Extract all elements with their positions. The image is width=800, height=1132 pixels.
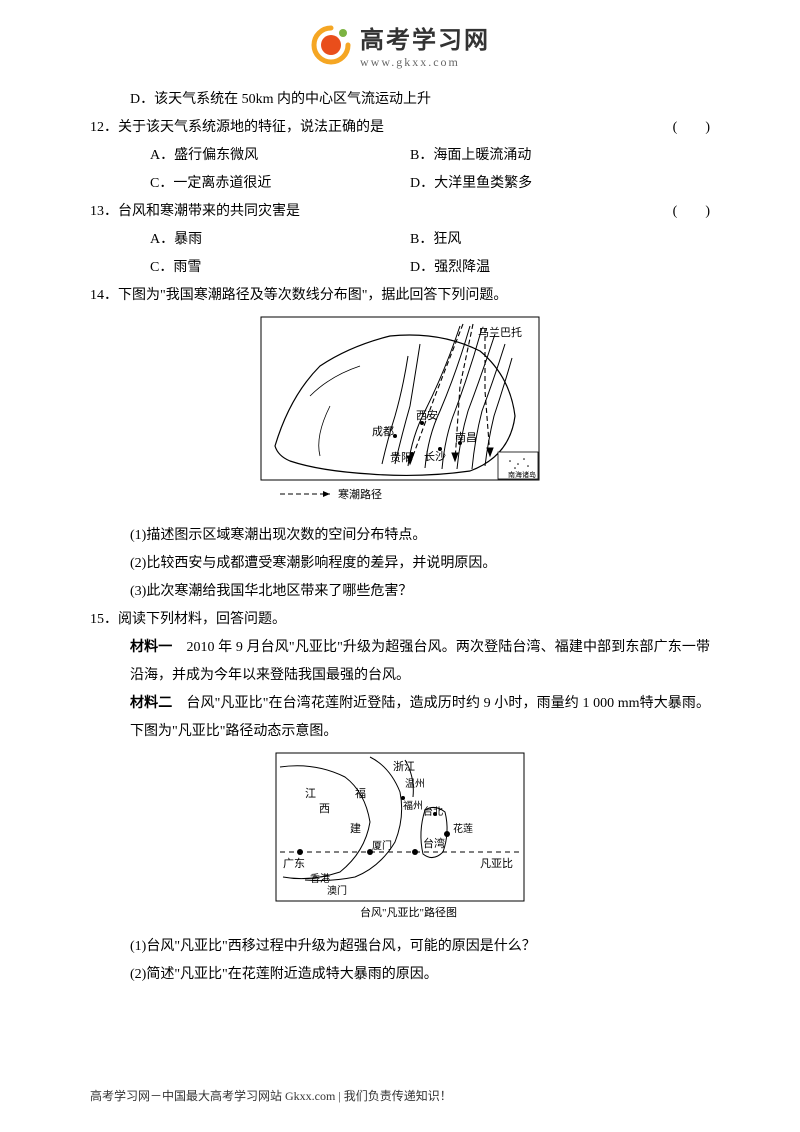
q13-c: C．雨雪 bbox=[150, 254, 410, 282]
q12-stem-text: 12．关于该天气系统源地的特征，说法正确的是 bbox=[90, 120, 384, 135]
label-legend: 寒潮路径 bbox=[338, 487, 382, 501]
q12-stem: 12．关于该天气系统源地的特征，说法正确的是 ( ) bbox=[90, 114, 710, 142]
l-taiwan: 台湾 bbox=[423, 836, 445, 850]
q15-s1: (1)台风"凡亚比"西移过程中升级为超强台风，可能的原因是什么？ bbox=[130, 933, 710, 961]
q15-m2-text: 台风"凡亚比"在台湾花莲附近登陆，造成历时约 9 小时，雨量约 1 000 mm… bbox=[130, 696, 710, 739]
l-fanapi: 凡亚比 bbox=[480, 857, 513, 870]
q12-c: C．一定离赤道很近 bbox=[150, 170, 410, 198]
logo-url: www.gkxx.com bbox=[360, 55, 490, 70]
q11-option-d: D．该天气系统在 50km 内的中心区气流运动上升 bbox=[130, 86, 710, 114]
q15-m2-label: 材料二 bbox=[130, 696, 172, 711]
q13-d: D．强烈降温 bbox=[410, 254, 710, 282]
l-zhejiang: 浙江 bbox=[393, 760, 415, 773]
l-fujian-2: 建 bbox=[350, 821, 361, 835]
l-macau: 澳门 bbox=[327, 884, 347, 897]
l-wenzhou: 温州 bbox=[405, 778, 425, 790]
q12-d: D．大洋里鱼类繁多 bbox=[410, 170, 710, 198]
q13-b: B．狂风 bbox=[410, 226, 710, 254]
q13-stem-text: 13．台风和寒潮带来的共同灾害是 bbox=[90, 204, 300, 219]
q12-paren: ( ) bbox=[673, 114, 710, 142]
q15-m2: 材料二 台风"凡亚比"在台湾花莲附近登陆，造成历时约 9 小时，雨量约 1 00… bbox=[130, 690, 710, 746]
logo-icon bbox=[310, 24, 352, 66]
q15-map-caption: 台风"凡亚比"路径图 bbox=[360, 905, 457, 919]
header-logo: 高考学习网 www.gkxx.com bbox=[90, 20, 710, 71]
label-changsha: 长沙 bbox=[424, 450, 446, 463]
l-hk: 香港 bbox=[310, 873, 330, 885]
l-taipei: 台北 bbox=[423, 805, 443, 818]
q15-s2: (2)简述"凡亚比"在花莲附近造成特大暴雨的原因。 bbox=[130, 961, 710, 989]
logo-text-block: 高考学习网 www.gkxx.com bbox=[360, 20, 490, 70]
l-jiangxi-1: 江 bbox=[305, 787, 316, 800]
logo-wrap: 高考学习网 www.gkxx.com bbox=[310, 20, 490, 70]
q13-options-row1: A．暴雨 B．狂风 bbox=[150, 226, 710, 254]
q12-options-row1: A．盛行偏东微风 B．海面上暖流涌动 bbox=[150, 142, 710, 170]
l-jiangxi-2: 西 bbox=[319, 803, 330, 815]
q12-a: A．盛行偏东微风 bbox=[150, 142, 410, 170]
label-island: 南海诸岛 bbox=[508, 470, 536, 479]
q13-options-row2: C．雨雪 D．强烈降温 bbox=[150, 254, 710, 282]
q13-a: A．暴雨 bbox=[150, 226, 410, 254]
l-xiamen: 厦门 bbox=[372, 839, 392, 852]
l-fujian-1: 福 bbox=[355, 786, 366, 800]
q14-map-figure: 乌兰巴托 西安 成都 南昌 贵阳 长沙 南海诸岛 寒潮路径 bbox=[90, 316, 710, 516]
q15-map-svg: 浙江 江 西 福 建 温州 福州 厦门 广东 香港 澳门 台北 花莲 台湾 凡亚… bbox=[275, 752, 525, 922]
logo-title: 高考学习网 bbox=[360, 20, 490, 55]
q12-options-row2: C．一定离赤道很近 D．大洋里鱼类繁多 bbox=[150, 170, 710, 198]
q15-m1: 材料一 2010 年 9 月台风"凡亚比"升级为超强台风。两次登陆台湾、福建中部… bbox=[130, 634, 710, 690]
label-ulan: 乌兰巴托 bbox=[478, 325, 522, 339]
q13-paren: ( ) bbox=[673, 198, 710, 226]
q15-m1-text: 2010 年 9 月台风"凡亚比"升级为超强台风。两次登陆台湾、福建中部到东部广… bbox=[130, 640, 710, 683]
page-footer: 高考学习网－中国最大高考学习网站 Gkxx.com | 我们负责传递知识！ bbox=[90, 1087, 452, 1104]
q14-s3: (3)此次寒潮给我国华北地区带来了哪些危害？ bbox=[130, 578, 710, 606]
label-guiyang: 贵阳 bbox=[390, 451, 412, 464]
q15-stem: 15．阅读下列材料，回答问题。 bbox=[90, 606, 710, 634]
q14-s2: (2)比较西安与成都遭受寒潮影响程度的差异，并说明原因。 bbox=[130, 550, 710, 578]
q12-b: B．海面上暖流涌动 bbox=[410, 142, 710, 170]
q15-map-figure: 浙江 江 西 福 建 温州 福州 厦门 广东 香港 澳门 台北 花莲 台湾 凡亚… bbox=[90, 752, 710, 927]
label-xian: 西安 bbox=[416, 408, 438, 422]
l-hualien: 花莲 bbox=[453, 822, 473, 835]
q15-m1-label: 材料一 bbox=[130, 640, 172, 655]
label-nanchang: 南昌 bbox=[455, 431, 477, 444]
q14-map-svg: 乌兰巴托 西安 成都 南昌 贵阳 长沙 南海诸岛 寒潮路径 bbox=[260, 316, 540, 511]
l-gd: 广东 bbox=[283, 857, 305, 870]
l-fuzhou: 福州 bbox=[403, 799, 423, 812]
q13-stem: 13．台风和寒潮带来的共同灾害是 ( ) bbox=[90, 198, 710, 226]
label-chengdu: 成都 bbox=[372, 425, 394, 438]
q14-s1: (1)描述图示区域寒潮出现次数的空间分布特点。 bbox=[130, 522, 710, 550]
q14-stem: 14．下图为"我国寒潮路径及等次数线分布图"，据此回答下列问题。 bbox=[90, 282, 710, 310]
